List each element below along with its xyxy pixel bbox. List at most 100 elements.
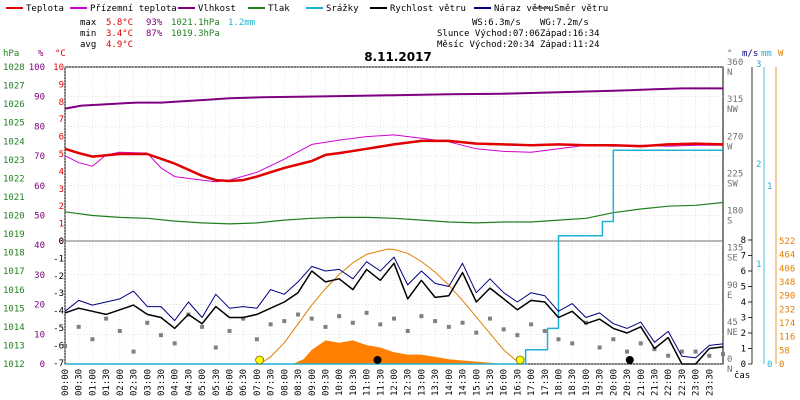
legend-label: Náraz větru [494, 4, 554, 14]
tick-dir-deg: 90 [727, 281, 738, 291]
tick-time: 23:00 [692, 369, 702, 396]
tick-ms: 0 [741, 360, 746, 370]
wind-direction-point [172, 341, 177, 346]
wind-direction-point [392, 316, 396, 321]
tick-dir-deg: 360 [727, 58, 743, 68]
wind-direction-point [529, 322, 534, 327]
axis-title-temp: °C [55, 49, 66, 59]
tick-time: 14:00 [445, 369, 455, 396]
wind-direction-point [296, 312, 301, 317]
tick-temp-neg: 0 [59, 237, 64, 247]
legend-label: Přízemní teplota [90, 4, 177, 14]
tick-time: 21:30 [650, 369, 660, 396]
rain-line [65, 149, 723, 365]
tick-time: 13:00 [417, 369, 427, 396]
tick-ms: 7 [741, 252, 746, 262]
tick-time: 08:30 [294, 369, 304, 396]
tick-time: 02:30 [130, 369, 140, 396]
wind-direction-point [515, 333, 520, 338]
tick-ms: 3 [741, 314, 746, 324]
tick-time: 13:30 [431, 369, 441, 396]
tick-hpa: 1022 [3, 174, 25, 184]
tick-w: 522 [779, 237, 795, 247]
tick-ms-upper: 3 [756, 60, 761, 70]
stats-row-label: avg [80, 40, 96, 50]
tick-temp-neg: -6 [53, 341, 64, 351]
tick-time: 15:30 [486, 369, 496, 396]
tick-hpa: 1024 [3, 137, 25, 147]
wind-direction-point [666, 353, 671, 358]
tick-pct: 50 [34, 212, 45, 222]
tick-time: 00:00 [61, 369, 71, 396]
humidity-line [64, 87, 723, 110]
wind-speed-line [64, 262, 724, 365]
axis-title-w: W [778, 49, 784, 59]
axis-title-pct: % [38, 49, 44, 59]
tick-hpa: 1018 [3, 249, 25, 259]
tick-temp: 1 [59, 220, 64, 230]
tick-temp-neg: -2 [53, 272, 64, 282]
tick-dir-name: S [727, 217, 732, 227]
tick-dir-name: SW [727, 179, 738, 189]
tick-time: 19:00 [582, 369, 592, 396]
tick-dir-deg: 315 [727, 95, 743, 105]
moon-marker [625, 356, 634, 364]
tick-time: 04:00 [171, 369, 181, 396]
legend-label: Tlak [268, 4, 290, 14]
tick-w: 348 [779, 278, 795, 288]
tick-pct: 80 [34, 122, 45, 132]
tick-time: 17:30 [541, 369, 551, 396]
stats-wind-gust: WG:7.2m/s [540, 18, 589, 28]
tick-time: 09:30 [321, 369, 331, 396]
tick-time: 19:30 [596, 369, 606, 396]
tick-w: 232 [779, 305, 795, 315]
wind-direction-point [378, 322, 383, 327]
tick-hpa: 1016 [3, 286, 25, 296]
wind-direction-point [241, 316, 246, 321]
axis-title-dir: ° [727, 49, 732, 59]
legend: Teplota Přízemní teplota Vlhkost Tlak Srážky… [6, 4, 608, 14]
wind-direction-point [213, 345, 218, 350]
wind-direction-point [570, 341, 575, 346]
plot-area [63, 87, 725, 365]
tick-temp: 8 [59, 98, 64, 108]
tick-pct: 70 [34, 152, 45, 162]
tick-temp-neg: -4 [53, 307, 64, 317]
ground-temperature-line [64, 134, 723, 183]
tick-temp-neg: -3 [53, 289, 64, 299]
tick-time: 03:00 [143, 369, 153, 396]
wind-direction-point [364, 310, 369, 315]
tick-hpa: 1028 [3, 63, 25, 73]
stats-temp: 4.9°C [106, 40, 133, 50]
tick-w: 58 [779, 346, 790, 356]
tick-time: 16:00 [500, 369, 510, 396]
solar-area [65, 340, 723, 364]
tick-temp: 5 [59, 150, 64, 160]
tick-pct: 10 [34, 330, 45, 340]
tick-time: 09:00 [308, 369, 318, 396]
tick-pct: 0 [40, 360, 45, 370]
tick-temp-neg: -1 [53, 254, 64, 264]
tick-dir-deg: 135 [727, 244, 743, 254]
tick-time: 06:00 [226, 369, 236, 396]
axis-title-hpa: hPa [3, 49, 19, 59]
wind-direction-point [597, 345, 602, 350]
stats-temp: 5.8°C [106, 18, 133, 28]
tick-time: 07:00 [253, 369, 263, 396]
tick-mm: 1 [767, 182, 772, 192]
tick-hpa: 1026 [3, 100, 25, 110]
stats-wind-speed: WS:6.3m/s [472, 18, 521, 28]
tick-temp-neg: -5 [53, 324, 64, 334]
stats-sunset: Západ:16:34 [540, 29, 600, 39]
sun-marker [515, 355, 525, 365]
tick-hpa: 1021 [3, 193, 25, 203]
tick-w: 116 [779, 333, 795, 343]
wind-direction-point [419, 314, 424, 319]
tick-pct: 90 [34, 93, 45, 103]
wind-gust-line [64, 256, 724, 359]
tick-w: 290 [779, 292, 795, 302]
wind-direction-point [446, 324, 451, 329]
stats-humidity: 87% [146, 29, 163, 39]
legend-label: Směr větru [554, 4, 608, 14]
wind-direction-point [131, 349, 136, 354]
